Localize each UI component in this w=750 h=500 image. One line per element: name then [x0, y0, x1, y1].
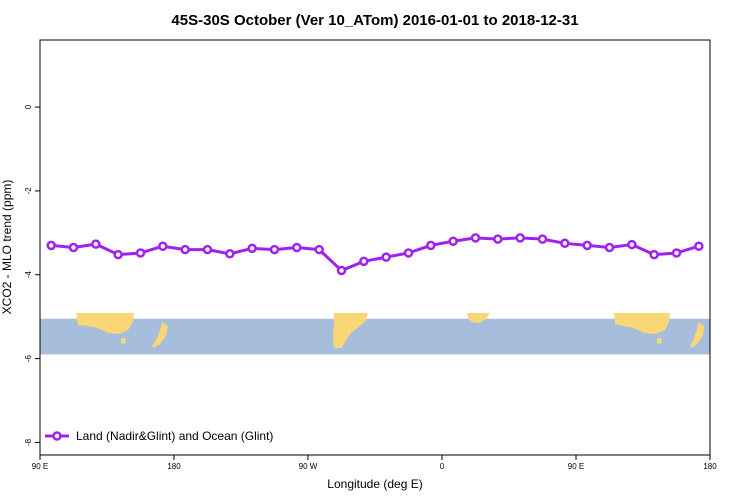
- map-land: [76, 313, 704, 348]
- y-tick-label: -8: [24, 438, 33, 446]
- legend: Land (Nadir&Glint) and Ocean (Glint): [45, 429, 273, 443]
- data-point: [336, 265, 347, 276]
- y-axis: 0 -2 -4 -6 -8: [24, 104, 40, 446]
- series-layer: [46, 233, 704, 276]
- world-map-strip: [40, 313, 710, 355]
- data-point: [470, 233, 481, 243]
- data-point: [225, 249, 235, 259]
- data-point: [113, 249, 123, 260]
- data-point: [671, 248, 682, 258]
- y-tick-label: -4: [24, 271, 33, 279]
- land-newzealand-left: [152, 322, 168, 348]
- land-newzealand-right: [690, 322, 704, 348]
- data-point: [493, 234, 503, 244]
- chart-title: 45S-30S October (Ver 10_ATom) 2016-01-01…: [171, 12, 578, 29]
- series-line: [51, 236, 700, 273]
- data-point: [426, 240, 436, 251]
- data-point: [381, 252, 391, 262]
- land-tasmania-right: [657, 338, 662, 344]
- data-point: [46, 240, 56, 251]
- data-point: [515, 233, 525, 243]
- data-point: [202, 244, 213, 255]
- data-point: [560, 238, 570, 249]
- land-africa: [467, 313, 490, 323]
- x-axis-label: Longitude (deg E): [327, 477, 422, 491]
- data-point: [135, 248, 146, 258]
- y-tick-label: -2: [24, 187, 33, 195]
- x-tick-label: 180: [167, 462, 181, 471]
- x-tick-label: 90 E: [568, 462, 584, 471]
- land-south-america: [333, 313, 368, 348]
- data-point: [582, 240, 592, 251]
- x-tick-label: 90 E: [32, 462, 48, 471]
- data-point: [359, 256, 369, 267]
- data-point: [403, 248, 414, 258]
- land-australia-right: [614, 313, 670, 334]
- map-ocean: [40, 318, 710, 355]
- x-tick-label: 90 W: [299, 462, 318, 471]
- data-point: [91, 239, 101, 249]
- data-point: [292, 242, 302, 253]
- data-point: [649, 249, 659, 260]
- data-point: [158, 241, 168, 251]
- land-australia-left: [76, 313, 134, 334]
- data-point: [314, 244, 324, 255]
- legend-label: Land (Nadir&Glint) and Ocean (Glint): [76, 429, 273, 443]
- data-point: [68, 242, 79, 253]
- data-point: [627, 239, 637, 250]
- data-point: [180, 244, 190, 255]
- data-point: [269, 244, 280, 255]
- y-axis-label: XCO2 - MLO trend (ppm): [0, 180, 14, 315]
- plot-frame: [39, 39, 711, 456]
- x-tick-label: 0: [440, 462, 445, 471]
- data-point: [537, 234, 548, 244]
- x-tick-label: 180: [703, 462, 717, 471]
- x-axis: 90 E 180 90 W 0 90 E 180: [32, 455, 717, 471]
- y-tick-label: -6: [24, 354, 33, 362]
- y-tick-label: 0: [24, 104, 33, 109]
- data-point: [247, 243, 257, 254]
- data-point: [604, 242, 615, 253]
- land-tasmania-left: [121, 338, 126, 344]
- data-point: [694, 241, 704, 251]
- legend-marker: [52, 431, 62, 441]
- data-point: [448, 236, 458, 246]
